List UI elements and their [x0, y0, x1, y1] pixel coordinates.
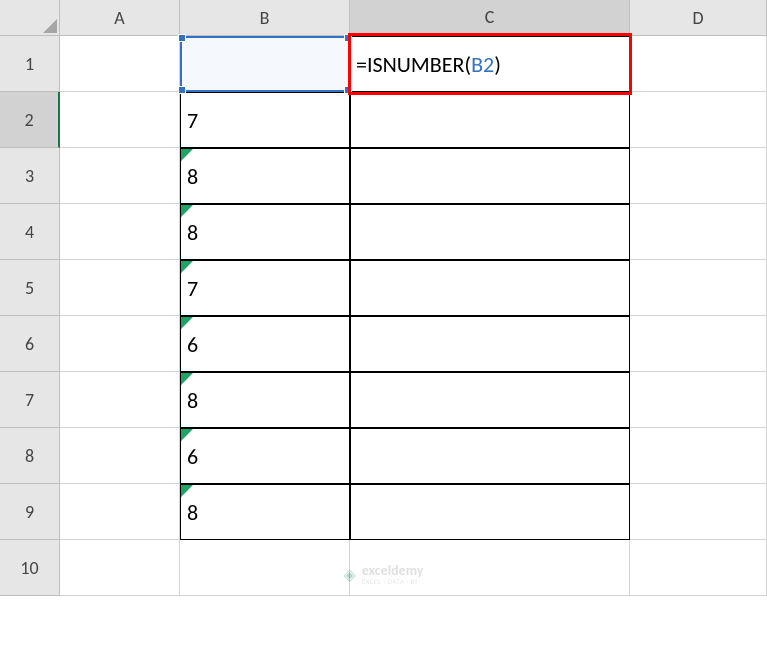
formula-text: =ISNUMBER(B2): [356, 51, 501, 78]
watermark-text: exceldemy EXCEL · DATA · BI: [362, 564, 424, 585]
col-header-c[interactable]: C: [350, 0, 630, 36]
cell-value: 6: [187, 443, 198, 470]
error-indicator-icon: [181, 373, 193, 385]
watermark-logo-icon: ◈: [344, 565, 356, 585]
formula-suffix: ): [494, 51, 501, 78]
error-indicator-icon: [181, 429, 193, 441]
error-indicator-icon: [181, 317, 193, 329]
cell-a10[interactable]: [60, 540, 180, 596]
cell-b2[interactable]: 7: [180, 92, 350, 148]
cell-a2[interactable]: [60, 92, 180, 148]
cell-d8[interactable]: [630, 428, 767, 484]
cell-value: 6: [187, 331, 198, 358]
row-header-1[interactable]: 1: [0, 36, 60, 92]
cell-value: 7: [187, 275, 198, 302]
cell-value: 8: [187, 387, 198, 414]
cell-a4[interactable]: [60, 204, 180, 260]
cell-a7[interactable]: [60, 372, 180, 428]
cell-d2[interactable]: [630, 92, 767, 148]
cell-value: 8: [187, 219, 198, 246]
cell-d3[interactable]: [630, 148, 767, 204]
cell-c3[interactable]: [350, 148, 630, 204]
col-header-a[interactable]: A: [60, 0, 180, 36]
col-header-b[interactable]: B: [180, 0, 350, 36]
row-header-10[interactable]: 10: [0, 540, 60, 596]
cell-c2[interactable]: [350, 92, 630, 148]
watermark-tagline: EXCEL · DATA · BI: [362, 578, 424, 585]
cell-a6[interactable]: [60, 316, 180, 372]
cell-d5[interactable]: [630, 260, 767, 316]
cell-d10[interactable]: [630, 540, 767, 596]
row-header-5[interactable]: 5: [0, 260, 60, 316]
cell-b8[interactable]: 6: [180, 428, 350, 484]
col-header-d[interactable]: D: [630, 0, 767, 36]
cell-b7[interactable]: 8: [180, 372, 350, 428]
corner-triangle-icon: [43, 19, 57, 33]
cell-d1[interactable]: [630, 36, 767, 92]
cell-b4[interactable]: 8: [180, 204, 350, 260]
cell-a9[interactable]: [60, 484, 180, 540]
cell-d4[interactable]: [630, 204, 767, 260]
cell-b9[interactable]: 8: [180, 484, 350, 540]
cell-c8[interactable]: [350, 428, 630, 484]
cell-a3[interactable]: [60, 148, 180, 204]
cell-c5[interactable]: [350, 260, 630, 316]
row-header-7[interactable]: 7: [0, 372, 60, 428]
cell-a1[interactable]: [60, 36, 180, 92]
select-all-corner[interactable]: [0, 0, 60, 36]
row-header-8[interactable]: 8: [0, 428, 60, 484]
row-header-9[interactable]: 9: [0, 484, 60, 540]
error-indicator-icon: [181, 485, 193, 497]
cell-d9[interactable]: [630, 484, 767, 540]
error-indicator-icon: [181, 261, 193, 273]
row-header-4[interactable]: 4: [0, 204, 60, 260]
cell-value: 8: [187, 163, 198, 190]
error-indicator-icon: [181, 205, 193, 217]
row-header-2[interactable]: 2: [0, 92, 60, 148]
row-header-3[interactable]: 3: [0, 148, 60, 204]
cell-c7[interactable]: [350, 372, 630, 428]
active-formula-cell[interactable]: =ISNUMBER(B2): [350, 36, 630, 92]
cell-a5[interactable]: [60, 260, 180, 316]
error-indicator-icon: [181, 149, 193, 161]
formula-prefix: =ISNUMBER(: [356, 51, 471, 78]
cell-d6[interactable]: [630, 316, 767, 372]
watermark-brand: exceldemy: [362, 564, 424, 578]
cell-value: 8: [187, 499, 198, 526]
cell-c4[interactable]: [350, 204, 630, 260]
cell-b5[interactable]: 7: [180, 260, 350, 316]
formula-reference: B2: [471, 51, 494, 78]
cell-b1[interactable]: [180, 36, 350, 92]
cell-d7[interactable]: [630, 372, 767, 428]
cell-c6[interactable]: [350, 316, 630, 372]
cell-c9[interactable]: [350, 484, 630, 540]
cell-a8[interactable]: [60, 428, 180, 484]
cell-b3[interactable]: 8: [180, 148, 350, 204]
cell-b6[interactable]: 6: [180, 316, 350, 372]
watermark: ◈ exceldemy EXCEL · DATA · BI: [344, 564, 424, 585]
row-header-6[interactable]: 6: [0, 316, 60, 372]
cell-b10[interactable]: [180, 540, 350, 596]
